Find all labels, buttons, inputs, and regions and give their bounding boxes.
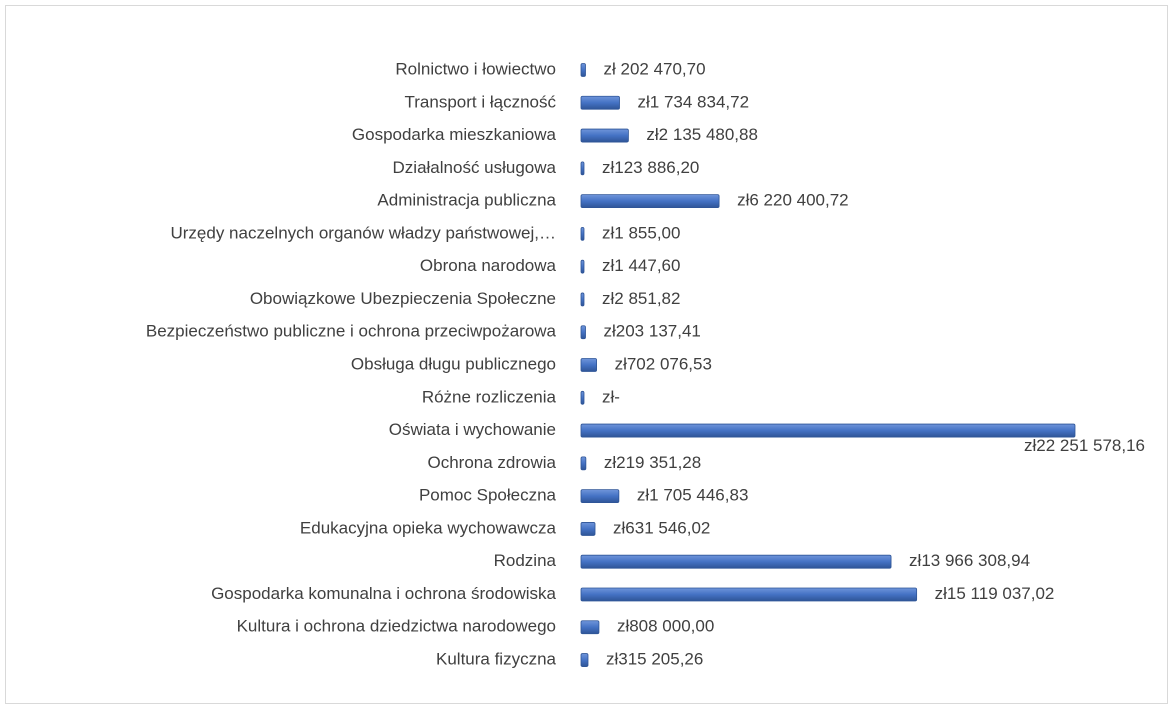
category-label: Edukacyjna opieka wychowawcza xyxy=(300,518,557,537)
bar xyxy=(580,292,585,307)
value-label: zł 202 470,70 xyxy=(603,59,705,78)
category-label: Obsługa długu publicznego xyxy=(351,355,556,374)
value-label: zł219 351,28 xyxy=(604,453,701,472)
value-label: zł123 886,20 xyxy=(602,158,699,177)
bar xyxy=(580,653,589,667)
category-label: Pomoc Społeczna xyxy=(419,486,557,505)
bar xyxy=(580,194,720,209)
category-label: Transport i łączność xyxy=(405,92,557,111)
category-label: Rodzina xyxy=(494,551,557,570)
category-label: Rolnictwo i łowiectwo xyxy=(395,59,556,78)
bar xyxy=(580,63,586,77)
bar xyxy=(580,456,587,471)
value-label: zł- xyxy=(602,387,620,406)
bar xyxy=(580,128,629,143)
value-label: zł808 000,00 xyxy=(617,617,714,636)
category-label: Obrona narodowa xyxy=(420,256,557,275)
bar xyxy=(580,390,585,405)
value-label: zł1 855,00 xyxy=(602,223,680,242)
category-label: Administracja publiczna xyxy=(377,191,556,210)
value-label: zł203 137,41 xyxy=(604,322,701,341)
category-label: Gospodarka mieszkaniowa xyxy=(352,125,557,144)
bar xyxy=(580,325,586,340)
bar xyxy=(580,226,585,241)
bar xyxy=(580,358,597,372)
bar xyxy=(580,259,585,274)
value-label: zł6 220 400,72 xyxy=(737,191,849,210)
value-label: zł2 851,82 xyxy=(602,289,680,308)
value-label: zł15 119 037,02 xyxy=(935,584,1055,603)
value-label: zł1 734 834,72 xyxy=(638,92,750,111)
value-label: zł1 447,60 xyxy=(602,256,680,275)
value-label: zł13 966 308,94 xyxy=(909,551,1030,570)
value-label: zł702 076,53 xyxy=(615,355,712,374)
category-label: Gospodarka komunalna i ochrona środowisk… xyxy=(211,584,556,603)
chart-frame xyxy=(5,5,1168,704)
bar xyxy=(580,554,892,569)
bar xyxy=(580,423,1076,438)
bar xyxy=(580,587,918,602)
category-label: Różne rozliczenia xyxy=(422,387,557,406)
value-label: zł631 546,02 xyxy=(613,518,710,537)
category-label: Ochrona zdrowia xyxy=(427,453,556,472)
category-label: Obowiązkowe Ubezpieczenia Społeczne xyxy=(250,289,556,308)
value-label: zł315 205,26 xyxy=(606,650,703,669)
category-label: Kultura fizyczna xyxy=(436,650,557,669)
category-label: Bezpieczeństwo publiczne i ochrona przec… xyxy=(146,322,557,341)
category-label: Oświata i wychowanie xyxy=(389,420,556,439)
category-label: Kultura i ochrona dziedzictwa narodowego xyxy=(237,617,556,636)
bar xyxy=(580,489,620,504)
bar xyxy=(580,95,620,110)
bar xyxy=(580,620,600,635)
value-label: zł2 135 480,88 xyxy=(646,125,758,144)
category-label: Działalność usługowa xyxy=(393,158,557,177)
value-label: zł22 251 578,16 xyxy=(1024,436,1145,455)
bar xyxy=(580,161,585,176)
category-label: Urzędy naczelnych organów władzy państwo… xyxy=(170,223,556,242)
bar xyxy=(580,522,596,536)
value-label: zł1 705 446,83 xyxy=(637,486,749,505)
